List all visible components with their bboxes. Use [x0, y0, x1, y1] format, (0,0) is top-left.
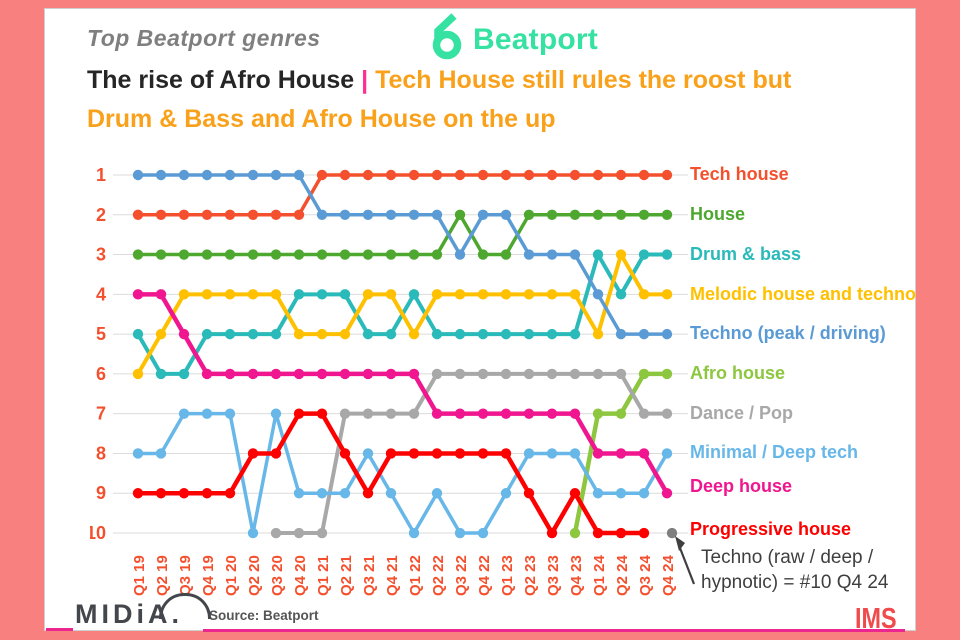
- svg-text:Q2 22: Q2 22: [430, 555, 447, 596]
- svg-text:Q4 22: Q4 22: [476, 555, 493, 596]
- legend-item-minimal-deep-tech: Minimal / Deep tech: [690, 442, 859, 462]
- annotation-techno-raw: Techno (raw / deep / hypnotic) = #10 Q4 …: [701, 545, 889, 595]
- svg-text:Q4 20: Q4 20: [292, 555, 309, 596]
- footer-accent-line-left: [46, 628, 73, 631]
- legend-item-drum-bass: Drum & bass: [690, 244, 802, 264]
- svg-text:Q1 21: Q1 21: [315, 555, 332, 596]
- legend-item-afro-house: Afro house: [690, 363, 786, 383]
- svg-text:5: 5: [96, 324, 106, 344]
- legend-item-progressive-house: Progressive house: [690, 519, 852, 539]
- svg-text:Q3 20: Q3 20: [269, 555, 286, 596]
- midia-wordmark: MIDiA.: [75, 599, 183, 629]
- beatport-logo: Beatport: [423, 13, 598, 66]
- midia-logo: MIDiA.: [75, 593, 211, 635]
- svg-text:6: 6: [96, 364, 106, 384]
- svg-text:Q1 20: Q1 20: [223, 555, 240, 596]
- headline-separator: |: [361, 66, 376, 94]
- svg-text:Q2 23: Q2 23: [522, 555, 539, 596]
- svg-text:Q3 22: Q3 22: [453, 555, 470, 596]
- svg-text:Q4 19: Q4 19: [200, 555, 217, 596]
- svg-text:Q4 23: Q4 23: [568, 555, 585, 596]
- annotation-line1: Techno (raw / deep /: [701, 547, 874, 568]
- page-title: Top Beatport genres: [87, 25, 321, 51]
- svg-text:Q4 21: Q4 21: [384, 555, 401, 596]
- beatport-wordmark: Beatport: [473, 22, 598, 56]
- svg-text:Q3 23: Q3 23: [545, 555, 562, 596]
- footer-accent-line-right: [203, 629, 905, 632]
- svg-text:4: 4: [96, 284, 106, 304]
- svg-text:Q2 21: Q2 21: [338, 555, 355, 596]
- beatport-icon: [423, 13, 465, 66]
- rank-bump-chart: 1 2 3 4 5 6 7 8 9 10 Q1 19 Q2 19 Q3 19 Q4 19 Q1 20 Q2 2…: [86, 155, 700, 607]
- svg-text:10: 10: [90, 523, 106, 543]
- svg-text:1: 1: [96, 165, 106, 185]
- headline-accent-line2: Drum & Bass and Afro House on the up: [87, 105, 556, 133]
- chart-canvas: 1 2 3 4 5 6 7 8 9 10 Q1 19 Q2 19 Q3 19 Q4 19 Q1 20 Q2 2…: [86, 165, 696, 596]
- svg-text:Q1 22: Q1 22: [407, 555, 424, 596]
- source-credit: Source: Beatport: [209, 608, 319, 623]
- svg-text:Q4 24: Q4 24: [660, 554, 677, 596]
- legend-item-house: House: [690, 204, 746, 224]
- legend-item-techno-peak-driving: Techno (peak / driving): [690, 323, 886, 343]
- slide-content: Top Beatport genres Beatport The rise of…: [44, 8, 917, 635]
- ims-logo: IMS: [855, 601, 897, 635]
- svg-text:9: 9: [96, 483, 106, 503]
- svg-text:Q1 24: Q1 24: [591, 554, 608, 596]
- svg-text:Q1 23: Q1 23: [499, 555, 516, 596]
- svg-text:Q2 19: Q2 19: [154, 555, 171, 596]
- svg-text:Q3 19: Q3 19: [177, 555, 194, 596]
- legend-item-tech-house: Tech house: [690, 164, 789, 184]
- svg-text:8: 8: [96, 443, 106, 463]
- svg-text:3: 3: [96, 245, 106, 265]
- svg-text:Q3 24: Q3 24: [637, 554, 654, 596]
- legend-item-dance-pop: Dance / Pop: [690, 403, 794, 423]
- svg-text:Q1 19: Q1 19: [131, 555, 148, 596]
- headline-accent-line1: Tech House still rules the roost but: [375, 66, 792, 94]
- svg-text:Q2 24: Q2 24: [614, 554, 631, 596]
- headline: The rise of Afro House | Tech House stil…: [87, 61, 907, 139]
- annotation-line2: hypnotic) = #10 Q4 24: [701, 572, 889, 593]
- legend-item-melodic-house-and-techno: Melodic house and techno: [690, 284, 917, 304]
- headline-lead: The rise of Afro House: [87, 66, 362, 94]
- svg-text:Q2 20: Q2 20: [246, 555, 263, 596]
- svg-text:Q3 21: Q3 21: [361, 555, 378, 596]
- svg-text:7: 7: [96, 404, 106, 424]
- svg-text:2: 2: [96, 205, 106, 225]
- legend-item-deep-house: Deep house: [690, 476, 793, 496]
